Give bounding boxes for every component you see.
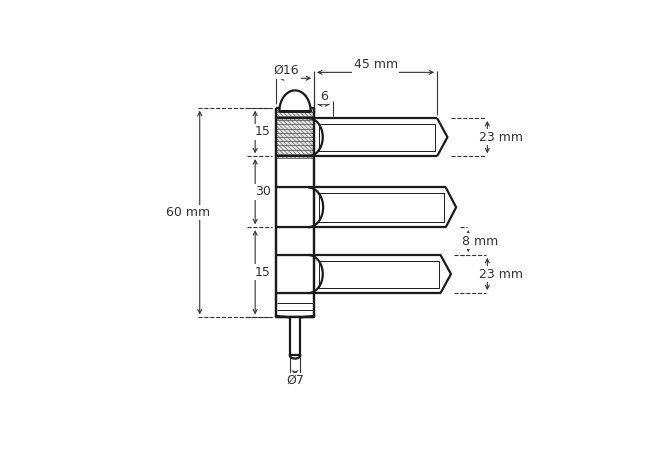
Text: 23 mm: 23 mm	[479, 268, 523, 280]
Text: 6: 6	[320, 90, 328, 103]
Text: Ø16: Ø16	[274, 64, 299, 77]
Text: 30: 30	[255, 185, 270, 198]
Text: 45 mm: 45 mm	[354, 58, 398, 71]
Text: 8 mm: 8 mm	[462, 234, 499, 248]
Text: 15: 15	[255, 266, 270, 279]
Text: 60 mm: 60 mm	[166, 206, 210, 219]
Polygon shape	[276, 108, 314, 317]
Polygon shape	[314, 187, 456, 227]
Polygon shape	[314, 255, 451, 293]
Polygon shape	[314, 118, 447, 156]
Polygon shape	[276, 108, 314, 158]
Text: 15: 15	[255, 126, 270, 139]
Text: Ø7: Ø7	[286, 374, 304, 387]
Polygon shape	[280, 90, 311, 111]
Text: 23 mm: 23 mm	[479, 130, 523, 144]
Polygon shape	[280, 101, 311, 111]
Polygon shape	[290, 317, 300, 356]
